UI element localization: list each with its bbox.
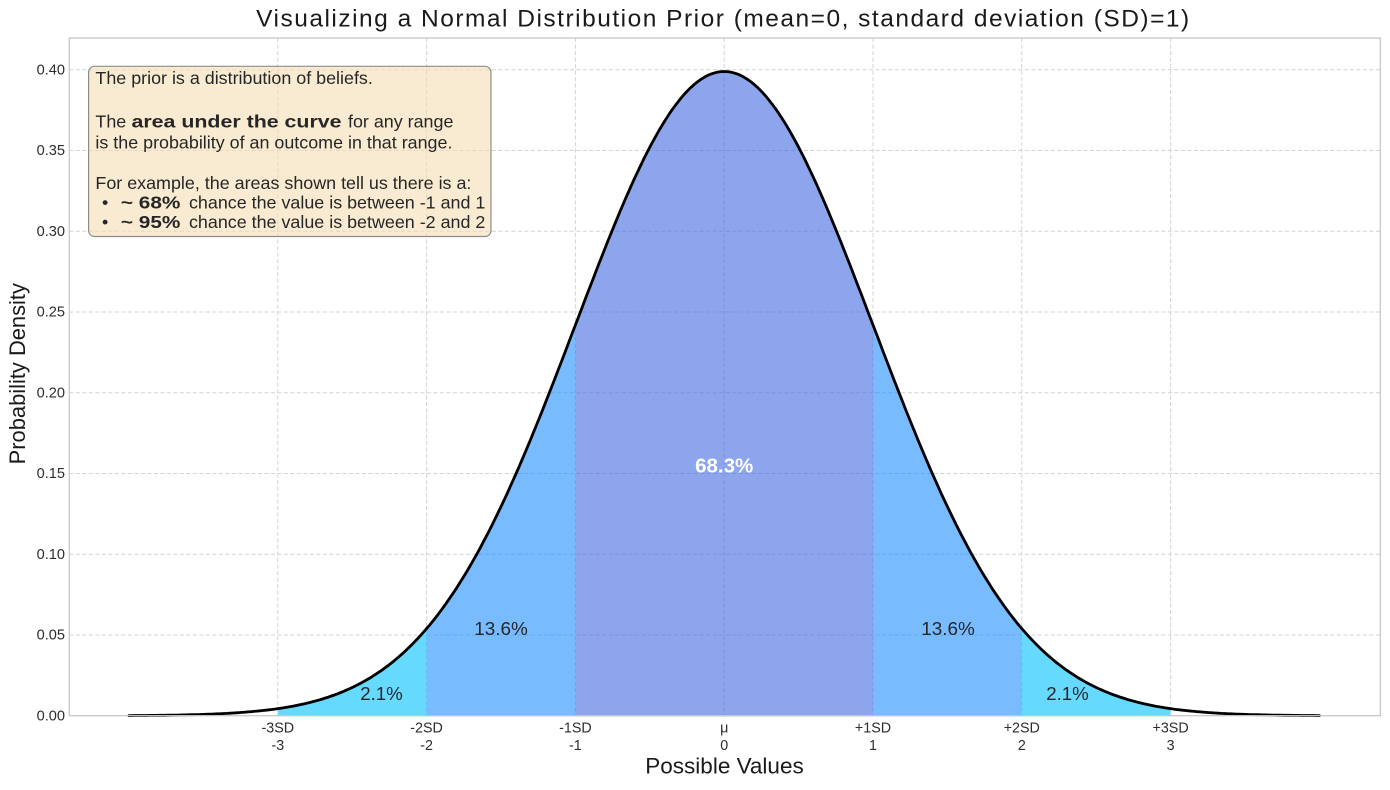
svg-text:+2SD: +2SD [1004, 721, 1040, 737]
svg-text:Visualizing a Normal Distribut: Visualizing a Normal Distribution Prior … [256, 6, 1191, 33]
svg-text:Probability Density: Probability Density [5, 283, 30, 464]
svg-text:+1SD: +1SD [855, 721, 891, 737]
svg-text:-2: -2 [420, 738, 433, 754]
svg-text:0.00: 0.00 [37, 708, 65, 724]
svg-text:2: 2 [1018, 738, 1026, 754]
svg-text:0.30: 0.30 [37, 224, 65, 240]
svg-text:2.1%: 2.1% [360, 683, 403, 704]
svg-text:• ~ 68% chance the value is be: • ~ 68% chance the value is between -1 a… [102, 192, 485, 212]
svg-text:1: 1 [869, 738, 877, 754]
svg-text:13.6%: 13.6% [921, 619, 975, 640]
svg-text:-3SD: -3SD [262, 721, 295, 737]
svg-text:-3: -3 [271, 738, 284, 754]
svg-text:0.20: 0.20 [37, 385, 65, 401]
svg-text:The area under the curve for a: The area under the curve for any range [95, 112, 453, 132]
svg-text:-1: -1 [569, 738, 582, 754]
svg-text:68.3%: 68.3% [695, 455, 753, 478]
svg-text:0.25: 0.25 [37, 305, 65, 321]
svg-text:2.1%: 2.1% [1046, 683, 1089, 704]
svg-text:0.40: 0.40 [37, 62, 65, 78]
svg-text:is the probability of an outco: is the probability of an outcome in that… [95, 132, 452, 152]
svg-text:0.10: 0.10 [37, 547, 65, 563]
svg-text:0: 0 [720, 738, 728, 754]
svg-text:0.05: 0.05 [37, 628, 65, 644]
svg-text:0.35: 0.35 [37, 143, 65, 159]
svg-text:3: 3 [1167, 738, 1175, 754]
svg-text:μ: μ [720, 721, 728, 737]
svg-text:The prior is a distribution of: The prior is a distribution of beliefs. [95, 68, 372, 88]
svg-text:+3SD: +3SD [1153, 721, 1189, 737]
svg-text:-1SD: -1SD [559, 721, 592, 737]
svg-text:• ~ 95% chance the value is be: • ~ 95% chance the value is between -2 a… [102, 212, 485, 232]
svg-text:13.6%: 13.6% [474, 619, 528, 640]
svg-text:For example, the areas shown t: For example, the areas shown tell us the… [95, 173, 471, 193]
svg-text:-2SD: -2SD [410, 721, 443, 737]
svg-text:0.15: 0.15 [37, 466, 65, 482]
svg-text:Possible Values: Possible Values [645, 754, 803, 779]
